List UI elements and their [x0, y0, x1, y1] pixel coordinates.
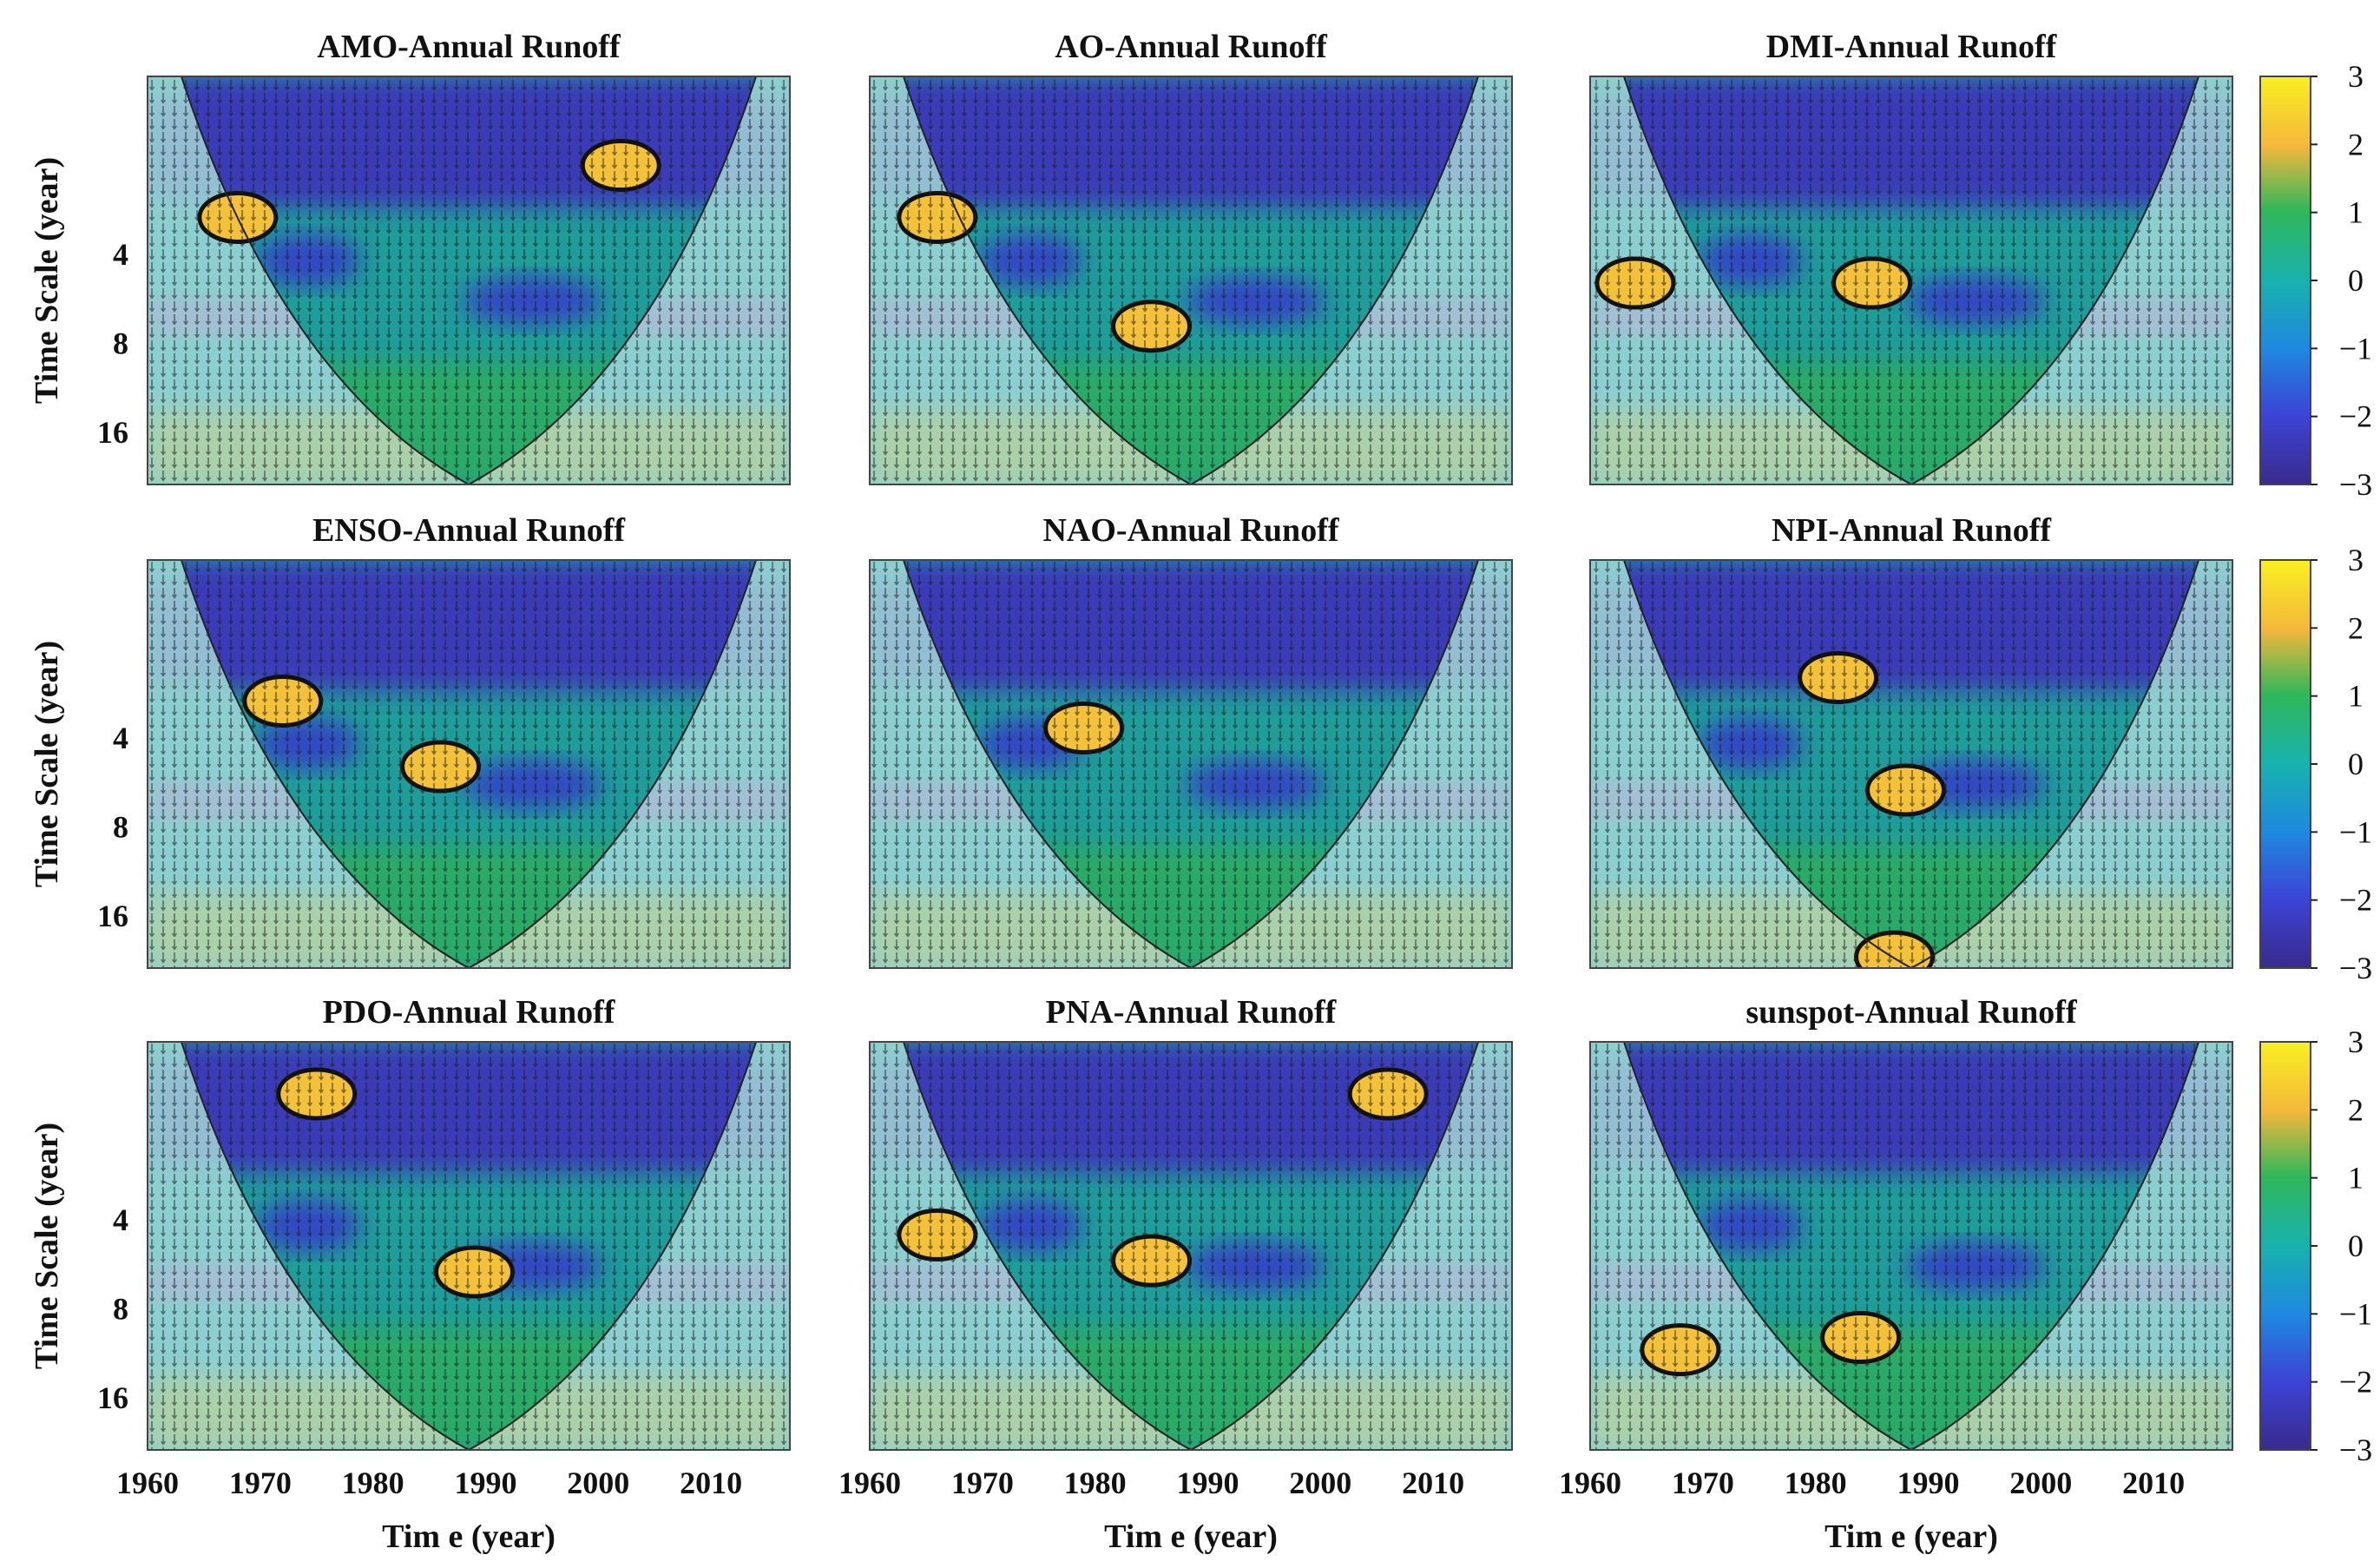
- x-tick-label: 1970: [1672, 1466, 1734, 1500]
- x-tick-label: 1990: [1897, 1466, 1959, 1500]
- panel-frame: [147, 1041, 791, 1451]
- panel-title: DMI-Annual Runoff: [1766, 29, 2058, 65]
- phase-arrows: [1590, 1042, 2232, 1450]
- x-tick-label: 2010: [680, 1466, 742, 1500]
- panel-frame: [1589, 1041, 2233, 1451]
- phase-arrows: [870, 1042, 1512, 1450]
- phase-arrows: [870, 560, 1512, 968]
- x-tick-label: 2000: [1289, 1466, 1351, 1500]
- phase-arrows: [870, 76, 1512, 484]
- y-axis-label: Time Scale (year): [29, 641, 65, 887]
- colorbar-tick-label: 2: [2348, 1092, 2364, 1127]
- panel-3: DMI-Annual Runoff: [1589, 29, 2233, 485]
- x-tick-label: 1980: [1785, 1466, 1847, 1500]
- panel-5: NAO-Annual Runoff: [869, 512, 1513, 969]
- panel-title: PNA-Annual Runoff: [1046, 994, 1338, 1031]
- x-tick-label: 2010: [1402, 1466, 1464, 1500]
- x-tick-label: 2000: [567, 1466, 629, 1500]
- panel-title: ENSO-Annual Runoff: [312, 512, 626, 549]
- panel-4: ENSO-Annual Runoff 4 8 16 Time Scale (year): [29, 512, 791, 969]
- x-tick-label: 1960: [838, 1466, 901, 1500]
- x-axis-label: Tim e (year): [382, 1519, 556, 1555]
- y-axis-label: Time Scale (year): [29, 1123, 65, 1369]
- y-axis-label: Time Scale (year): [29, 157, 65, 404]
- panel-title: AMO-Annual Runoff: [317, 29, 621, 65]
- y-tick-label: 16: [97, 415, 128, 450]
- x-tick-label: 2010: [2122, 1466, 2185, 1500]
- panel-title: AO-Annual Runoff: [1055, 29, 1328, 65]
- phase-arrows: [1590, 76, 2232, 484]
- x-axis-label: Tim e (year): [1104, 1519, 1278, 1555]
- x-tick-label: 1960: [1559, 1466, 1621, 1500]
- colorbar-gradient: [2259, 559, 2311, 969]
- colorbar-3: 3 2 1 0 −1 −2 −3: [2259, 1024, 2372, 1467]
- panel-frame: [147, 76, 791, 485]
- panel-frame: [1589, 559, 2233, 969]
- panel-1: AMO-Annual Runoff 4 8 16 Time Scale (year): [29, 29, 791, 485]
- x-axis-label: Tim e (year): [1824, 1519, 1998, 1555]
- colorbar-tick-label: 0: [2348, 747, 2364, 781]
- panel-frame: [1589, 76, 2233, 485]
- colorbar-tick-label: 3: [2348, 1024, 2364, 1059]
- colorbar-tick-label: 2: [2348, 127, 2364, 161]
- phase-arrows: [148, 76, 790, 484]
- x-tick-label: 1980: [1064, 1466, 1127, 1500]
- phase-arrows: [1590, 560, 2232, 968]
- panel-7: PDO-Annual Runoff 4 8 16 Time Scale (year) 19…: [29, 994, 791, 1555]
- x-tick-label: 2000: [2009, 1466, 2072, 1500]
- colorbar-tick-label: 1: [2348, 195, 2364, 230]
- colorbar-1: 3 2 1 0 −1 −2 −3: [2259, 59, 2372, 502]
- panel-frame: [147, 559, 791, 969]
- colorbar-tick-label: −3: [2339, 951, 2372, 985]
- panel-title: sunspot-Annual Runoff: [1746, 994, 2078, 1031]
- x-tick-label: 1990: [1176, 1466, 1239, 1500]
- x-tick-label: 1970: [229, 1466, 292, 1500]
- panel-8: PNA-Annual Runoff 1960 1970 1980 1990 2000 201…: [838, 994, 1513, 1555]
- panel-6: NPI-Annual Runoff: [1589, 512, 2233, 969]
- colorbar-tick-label: −3: [2339, 467, 2372, 502]
- colorbar-tick-label: −2: [2339, 883, 2372, 918]
- y-tick-label: 16: [97, 899, 128, 933]
- colorbar-tick-label: −2: [2339, 1365, 2372, 1400]
- colorbar-tick-label: 2: [2348, 610, 2364, 645]
- colorbar-2: 3 2 1 0 −1 −2 −3: [2259, 543, 2372, 985]
- colorbar-tick-label: 3: [2348, 543, 2364, 577]
- panel-title: NAO-Annual Runoff: [1042, 512, 1339, 549]
- y-tick-label: 4: [113, 721, 128, 755]
- panel-title: PDO-Annual Runoff: [323, 994, 616, 1031]
- colorbar-tick-label: 1: [2348, 679, 2364, 714]
- panel-frame: [869, 76, 1513, 485]
- colorbar-tick-label: 1: [2348, 1161, 2364, 1196]
- y-tick-label: 8: [113, 810, 128, 845]
- panels-layer: AMO-Annual Runoff 4 8 16 Time Scale (year) AO…: [29, 29, 2233, 1555]
- x-tick-label: 1970: [951, 1466, 1014, 1500]
- y-tick-label: 16: [97, 1380, 128, 1415]
- colorbars-layer: 3 2 1 0 −1 −2 −3 3 2 1 0 −1 −2 −3 3 2 1 0 −1 −2 −3: [2259, 59, 2372, 1467]
- y-tick-label: 8: [113, 1292, 128, 1327]
- x-tick-label: 1980: [342, 1466, 404, 1500]
- phase-arrows: [148, 1042, 790, 1450]
- y-tick-label: 4: [113, 237, 128, 272]
- y-tick-label: 4: [113, 1202, 128, 1237]
- colorbar-tick-label: 0: [2348, 263, 2364, 298]
- colorbar-tick-label: −3: [2339, 1433, 2372, 1467]
- y-tick-label: 8: [113, 326, 128, 361]
- colorbar-tick-label: −1: [2339, 814, 2372, 849]
- colorbar-gradient: [2259, 76, 2311, 485]
- panel-2: AO-Annual Runoff: [869, 29, 1513, 485]
- colorbar-tick-label: −1: [2339, 331, 2372, 366]
- panel-9: sunspot-Annual Runoff 1960 1970 1980 1990 200…: [1559, 994, 2233, 1555]
- colorbar-gradient: [2259, 1041, 2311, 1451]
- colorbar-tick-label: 3: [2348, 59, 2364, 94]
- panel-title: NPI-Annual Runoff: [1772, 512, 2052, 549]
- colorbar-tick-label: −2: [2339, 399, 2372, 434]
- colorbar-tick-label: −1: [2339, 1296, 2372, 1331]
- panel-frame: [869, 1041, 1513, 1451]
- x-tick-label: 1960: [116, 1466, 179, 1500]
- panel-frame: [869, 559, 1513, 969]
- x-tick-label: 1990: [454, 1466, 516, 1500]
- colorbar-tick-label: 0: [2348, 1229, 2364, 1263]
- phase-arrows: [148, 560, 790, 968]
